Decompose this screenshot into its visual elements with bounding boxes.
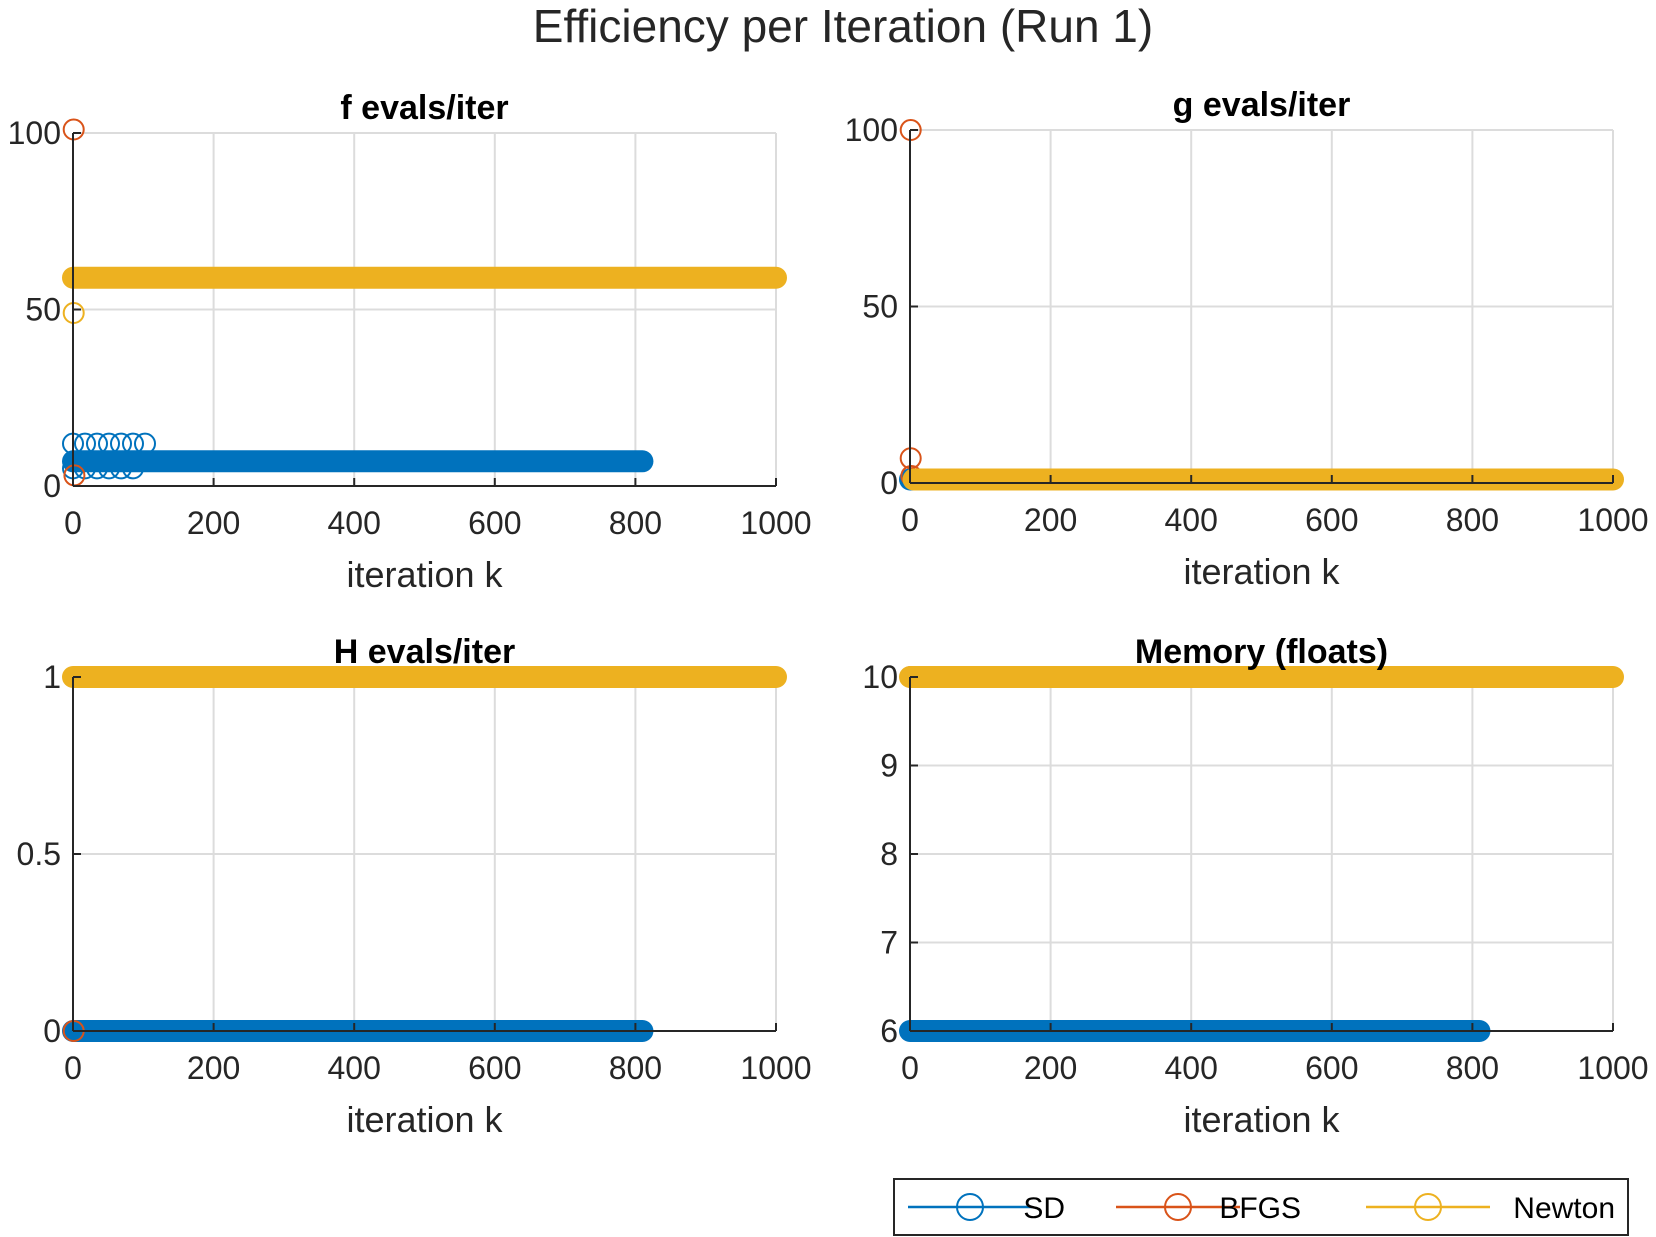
series-sd bbox=[62, 432, 654, 480]
legend: SD BFGS Newton bbox=[893, 1178, 1629, 1236]
x-tick-label: 600 bbox=[1305, 502, 1358, 538]
x-tick-label: 1000 bbox=[1577, 502, 1648, 538]
x-tick-label: 0 bbox=[901, 502, 919, 538]
x-tick-label: 800 bbox=[1446, 502, 1499, 538]
y-tick-label: 0 bbox=[43, 1013, 61, 1049]
y-tick-label: 0.5 bbox=[17, 836, 61, 872]
legend-entry-bfgs: BFGS bbox=[1116, 1192, 1301, 1225]
figure-title: Efficiency per Iteration (Run 1) bbox=[533, 0, 1153, 52]
legend-entry-sd: SD bbox=[908, 1192, 1065, 1225]
subplot-g-evals-iter: 0 200 400 600 800 1000 0 50 100 g evals/iter itera… bbox=[845, 86, 1649, 592]
marker-point bbox=[110, 457, 132, 480]
x-tick-label: 600 bbox=[468, 1050, 521, 1086]
y-tick-label: 100 bbox=[845, 112, 898, 148]
x-tick-label: 0 bbox=[64, 1050, 82, 1086]
marker-point bbox=[86, 457, 108, 480]
x-tick-label: 400 bbox=[1165, 502, 1218, 538]
y-tick-label: 9 bbox=[880, 748, 898, 784]
x-tick-label: 600 bbox=[1305, 1050, 1358, 1086]
x-tick-label: 200 bbox=[1024, 502, 1077, 538]
y-tick-label: 6 bbox=[880, 1013, 898, 1049]
legend-label: BFGS bbox=[1219, 1192, 1301, 1225]
x-axis-label: iteration k bbox=[1183, 551, 1340, 592]
x-tick-label: 200 bbox=[1024, 1050, 1077, 1086]
y-tick-label: 50 bbox=[25, 292, 61, 328]
legend-marker bbox=[1164, 1193, 1192, 1221]
y-tick-label: 10 bbox=[862, 659, 898, 695]
x-axis-label: iteration k bbox=[346, 1099, 503, 1140]
x-tick-label: 0 bbox=[901, 1050, 919, 1086]
subplot-title: g evals/iter bbox=[1173, 86, 1351, 124]
x-tick-label: 600 bbox=[468, 505, 521, 541]
y-tick-label: 100 bbox=[8, 115, 61, 151]
x-tick-label: 1000 bbox=[740, 1050, 811, 1086]
x-tick-label: 0 bbox=[64, 505, 82, 541]
legend-marker bbox=[1414, 1193, 1442, 1221]
legend-marker bbox=[956, 1193, 984, 1221]
x-tick-label: 400 bbox=[1165, 1050, 1218, 1086]
x-axis-label: iteration k bbox=[346, 554, 503, 595]
legend-label: Newton bbox=[1513, 1192, 1615, 1225]
x-tick-label: 800 bbox=[1446, 1050, 1499, 1086]
x-tick-label: 800 bbox=[609, 1050, 662, 1086]
marker-point bbox=[98, 457, 120, 480]
x-tick-label: 1000 bbox=[1577, 1050, 1648, 1086]
x-tick-label: 1000 bbox=[740, 505, 811, 541]
series-bfgs bbox=[899, 119, 923, 487]
y-tick-label: 7 bbox=[880, 925, 898, 961]
y-tick-label: 50 bbox=[862, 289, 898, 325]
subplot-h-evals-iter: 0 200 400 600 800 1000 0 0.5 1 H evals/iter iterat… bbox=[17, 633, 812, 1140]
x-tick-label: 800 bbox=[609, 505, 662, 541]
y-tick-label: 8 bbox=[880, 836, 898, 872]
subplot-title: Memory (floats) bbox=[1135, 633, 1388, 671]
subplot-f-evals-iter: 0 200 400 600 800 1000 0 50 100 f evals/iter itera… bbox=[8, 89, 812, 595]
y-tick-label: 0 bbox=[880, 465, 898, 501]
x-tick-label: 200 bbox=[187, 1050, 240, 1086]
y-tick-label: 1 bbox=[43, 659, 61, 695]
subplot-title: f evals/iter bbox=[340, 89, 508, 127]
legend-entry-newton: Newton bbox=[1366, 1192, 1615, 1225]
x-axis-label: iteration k bbox=[1183, 1099, 1340, 1140]
subplot-memory-floats: 0 200 400 600 800 1000 6 7 8 9 10 Memory (floats) it… bbox=[862, 633, 1648, 1140]
x-tick-label: 200 bbox=[187, 505, 240, 541]
series-newton bbox=[62, 266, 787, 325]
marker-point bbox=[122, 457, 144, 480]
x-tick-label: 400 bbox=[328, 1050, 381, 1086]
legend-label: SD bbox=[1023, 1192, 1065, 1225]
x-tick-label: 400 bbox=[328, 505, 381, 541]
y-tick-label: 0 bbox=[43, 468, 61, 504]
subplot-title: H evals/iter bbox=[334, 633, 515, 671]
